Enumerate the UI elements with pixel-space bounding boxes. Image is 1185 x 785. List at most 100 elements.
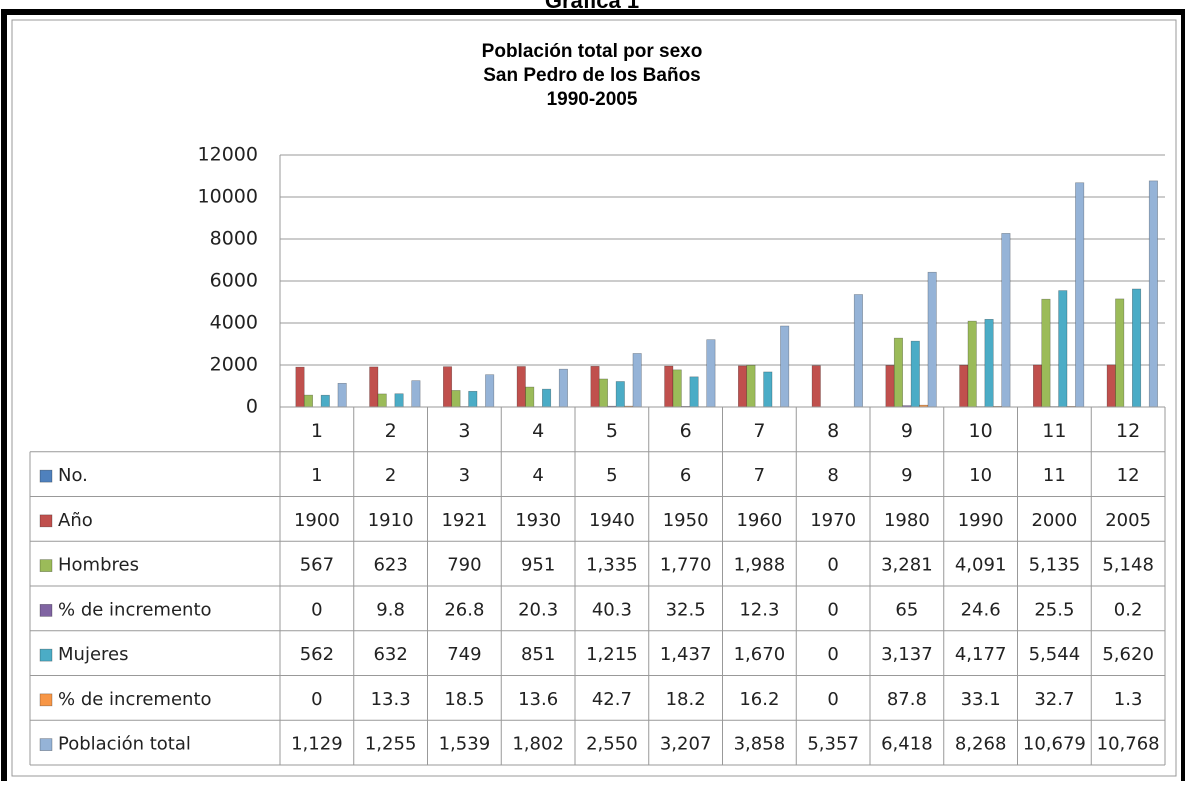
- chart-title: 1990-2005: [547, 89, 638, 110]
- table-cell: 25.5: [1034, 599, 1074, 620]
- bar: [452, 390, 460, 407]
- table-cell: 1990: [958, 510, 1004, 531]
- bar: [894, 338, 902, 407]
- table-cell: 0: [311, 599, 322, 620]
- table-cell: 3: [459, 465, 470, 486]
- legend-label: Mujeres: [58, 644, 128, 665]
- bar: [1002, 233, 1010, 407]
- x-tick-label: 5: [606, 420, 618, 442]
- table-cell: 7: [754, 465, 765, 486]
- legend-label: Año: [58, 510, 93, 531]
- table-cell: 0: [311, 689, 322, 710]
- table-cell: 11: [1043, 465, 1066, 486]
- table-cell: 3,207: [660, 734, 712, 755]
- table-cell: 10: [969, 465, 992, 486]
- table-cell: 20.3: [518, 599, 558, 620]
- legend-key: [40, 560, 52, 572]
- bar: [690, 377, 698, 407]
- bar: [1132, 289, 1140, 407]
- bar: [985, 319, 993, 407]
- table-cell: 3,137: [881, 644, 933, 665]
- x-tick-label: 7: [753, 420, 765, 442]
- table-cell: 1,670: [734, 644, 786, 665]
- table-cell: 4,177: [955, 644, 1007, 665]
- table-cell: 2005: [1105, 510, 1151, 531]
- table-cell: 1,539: [439, 734, 491, 755]
- bar: [673, 370, 681, 407]
- table-cell: 1,802: [512, 734, 564, 755]
- table-cell: 1,255: [365, 734, 417, 755]
- x-tick-label: 9: [901, 420, 913, 442]
- legend-key: [40, 604, 52, 616]
- legend-key: [40, 739, 52, 751]
- table-cell: 1900: [294, 510, 340, 531]
- table-cell: 0: [827, 555, 838, 576]
- y-tick-label: 0: [246, 396, 258, 418]
- table-cell: 10,768: [1097, 734, 1160, 755]
- bar: [1075, 183, 1083, 407]
- x-tick-label: 6: [680, 420, 692, 442]
- table-cell: 40.3: [592, 599, 632, 620]
- chart-title: Población total por sexo: [482, 41, 703, 62]
- bar: [296, 367, 304, 407]
- bar: [542, 389, 550, 407]
- bar: [591, 366, 599, 407]
- x-tick-label: 10: [969, 420, 993, 442]
- bar: [968, 321, 976, 407]
- table-cell: 5,620: [1102, 644, 1154, 665]
- x-tick-label: 11: [1042, 420, 1066, 442]
- table-cell: 1,215: [586, 644, 638, 665]
- bar: [1115, 299, 1123, 407]
- table-cell: 2: [385, 465, 396, 486]
- table-cell: 1.3: [1114, 689, 1143, 710]
- x-tick-label: 2: [385, 420, 397, 442]
- table-cell: 87.8: [887, 689, 927, 710]
- bar: [525, 387, 533, 407]
- table-cell: 3,281: [881, 555, 933, 576]
- bar: [1149, 181, 1157, 407]
- bar: [764, 372, 772, 407]
- table-cell: 749: [447, 644, 481, 665]
- legend-label: % de incremento: [58, 689, 212, 710]
- table-cell: 0: [827, 689, 838, 710]
- bar: [304, 395, 312, 407]
- y-tick-label: 6000: [210, 270, 258, 292]
- table-cell: 1950: [663, 510, 709, 531]
- y-tick-label: 4000: [210, 312, 258, 334]
- bar: [395, 394, 403, 407]
- table-cell: 12: [1117, 465, 1140, 486]
- table-cell: 42.7: [592, 689, 632, 710]
- bar: [886, 365, 894, 407]
- table-cell: 0: [827, 644, 838, 665]
- table-cell: 33.1: [961, 689, 1001, 710]
- bar: [960, 365, 968, 407]
- bar: [321, 395, 329, 407]
- bar: [1059, 291, 1067, 407]
- legend-key: [40, 649, 52, 661]
- bar: [443, 367, 451, 407]
- y-tick-label: 12000: [198, 144, 258, 166]
- bar: [1042, 299, 1050, 407]
- table-cell: 5,357: [807, 734, 859, 755]
- table-cell: 4,091: [955, 555, 1007, 576]
- table-cell: 1980: [884, 510, 930, 531]
- table-cell: 1,437: [660, 644, 712, 665]
- bar: [812, 366, 820, 407]
- bar: [378, 394, 386, 407]
- table-cell: 1970: [810, 510, 856, 531]
- table-cell: 12.3: [739, 599, 779, 620]
- table-cell: 623: [373, 555, 407, 576]
- bar: [665, 366, 673, 407]
- table-cell: 5: [606, 465, 617, 486]
- table-cell: 8,268: [955, 734, 1007, 755]
- y-tick-label: 2000: [210, 354, 258, 376]
- table-cell: 1921: [441, 510, 487, 531]
- legend-key: [40, 515, 52, 527]
- legend-label: % de incremento: [58, 599, 212, 620]
- table-cell: 790: [447, 555, 481, 576]
- legend-key: [40, 470, 52, 482]
- bar: [633, 353, 641, 407]
- table-cell: 9.8: [376, 599, 405, 620]
- table-cell: 10,679: [1023, 734, 1086, 755]
